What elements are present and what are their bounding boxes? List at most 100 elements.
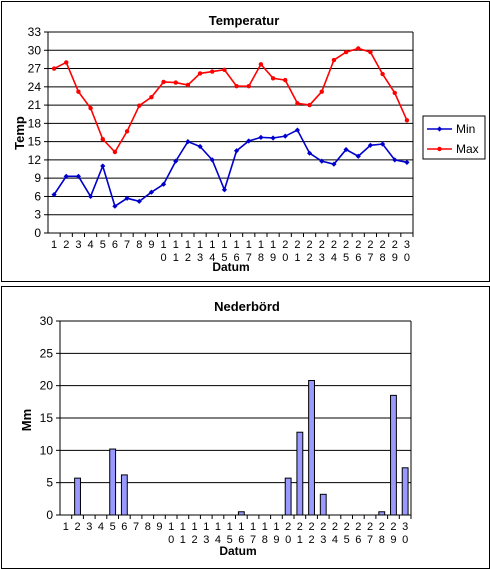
y-axis-title: Temp — [12, 116, 27, 150]
data-point-min — [392, 157, 398, 163]
data-point-min — [282, 133, 288, 139]
bar — [390, 394, 397, 516]
y-tick-label: 24 — [28, 80, 42, 94]
y-tick-label: 12 — [28, 153, 42, 167]
data-point-min — [185, 139, 191, 145]
data-point-max — [356, 46, 361, 51]
data-point-max — [185, 82, 191, 88]
data-point-min — [270, 135, 276, 141]
data-point-min — [209, 157, 215, 163]
data-point-min — [136, 198, 142, 204]
y-tick-label: 6 — [34, 189, 41, 203]
data-point-min — [160, 181, 167, 187]
y-tick-label: 15 — [28, 135, 42, 149]
x-tick-label: 7 — [124, 239, 130, 251]
x-axis-title: Datum — [219, 544, 256, 558]
data-point-max — [283, 77, 288, 83]
data-point-min — [197, 143, 203, 150]
y-tick-label: 9 — [34, 171, 41, 185]
data-point-max — [210, 69, 215, 74]
y-tick-label: 20 — [40, 379, 54, 393]
legend-label-max: Max — [456, 142, 479, 156]
data-point-max — [392, 90, 397, 96]
data-point-min — [246, 138, 252, 144]
data-point-min — [367, 142, 374, 148]
data-point-min — [379, 141, 386, 147]
data-point-max — [380, 71, 385, 77]
x-tick-label: 6 — [121, 521, 127, 533]
data-point-min — [233, 148, 240, 154]
x-tick-label: 9 — [156, 521, 162, 533]
x-tick-label: 5 — [100, 239, 106, 251]
chart-title: Temperatur — [209, 13, 280, 28]
bar — [378, 511, 386, 516]
bar — [308, 379, 315, 516]
legend-marker-max — [437, 146, 442, 152]
data-point-max — [64, 60, 69, 65]
data-point-max — [319, 89, 324, 94]
data-point-max — [258, 62, 264, 67]
legend-label-min: Min — [456, 122, 475, 136]
data-point-min — [75, 173, 82, 179]
series-line-min — [53, 128, 408, 208]
data-point-max — [149, 94, 154, 100]
data-point-max — [270, 76, 276, 81]
data-point-min — [355, 153, 361, 159]
x-tick-label: 5 — [110, 521, 116, 533]
data-point-max — [368, 49, 373, 55]
bar — [296, 431, 304, 516]
data-point-min — [51, 192, 57, 198]
data-point-min — [343, 146, 349, 153]
y-tick-label: 3 — [34, 208, 41, 222]
data-point-max — [234, 84, 239, 89]
data-point-max — [161, 79, 166, 85]
data-point-min — [124, 195, 130, 201]
data-point-max — [112, 149, 118, 155]
data-point-max — [88, 105, 93, 111]
x-tick-label: 1 — [63, 521, 69, 533]
data-point-max — [76, 89, 81, 94]
y-tick-label: 0 — [46, 508, 53, 522]
x-tick-label: 2 — [63, 239, 69, 251]
bar — [237, 511, 245, 516]
x-tick-label: 3 — [86, 521, 92, 533]
data-point-min — [319, 158, 325, 164]
data-point-min — [100, 163, 106, 169]
bar — [284, 477, 292, 516]
precipitation-chart-panel: Nederbörd 0 5 10 15 20 25 30 1 2 3 4 5 6 7 8 9 1 0 1 1 1 2 1 3 1 4… — [1, 286, 490, 569]
legend-marker-min — [436, 126, 443, 132]
x-tick-label: 7 — [133, 521, 139, 533]
data-point-max — [246, 84, 251, 89]
y-tick-label: 18 — [28, 116, 42, 130]
data-point-min — [173, 158, 179, 164]
y-axis-title: Mm — [19, 409, 34, 431]
data-point-max — [137, 103, 142, 108]
data-point-min — [221, 187, 228, 193]
data-point-min — [87, 193, 94, 200]
x-tick-label: 9 — [148, 239, 154, 251]
x-tick-label: 6 — [112, 239, 118, 251]
data-point-max — [124, 129, 130, 134]
data-point-max — [307, 102, 312, 108]
y-tick-label: 10 — [40, 443, 54, 457]
